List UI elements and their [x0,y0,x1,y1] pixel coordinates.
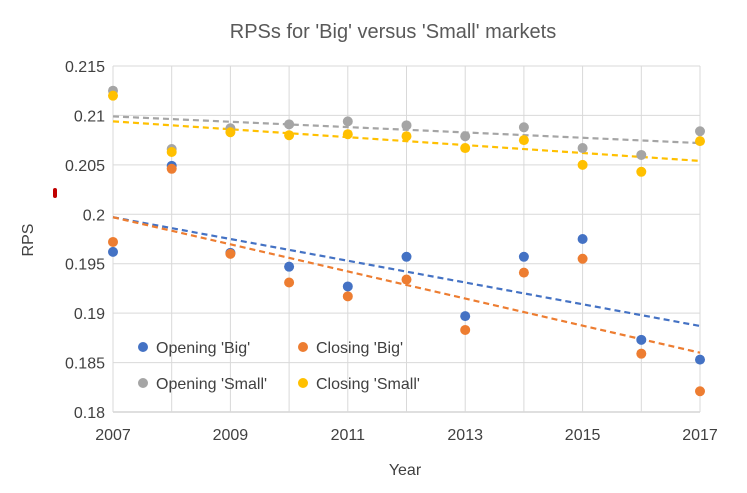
trendline [112,216,701,354]
data-point [460,324,471,335]
data-point [401,120,412,131]
x-axis-ticks: 2007 2009 2011 2013 2015 2017 [95,427,718,444]
x-tick-label: 2007 [95,427,131,444]
y-tick-label: 0.19 [74,306,105,323]
data-point [108,236,118,247]
data-point [636,166,647,177]
y-tick-label: 0.21 [74,108,105,125]
data-point [284,119,295,130]
legend-label: Opening 'Small' [156,376,267,393]
data-point [695,126,705,137]
data-point [695,354,705,365]
data-point [401,251,412,262]
legend-marker [298,342,308,352]
data-point [166,163,177,174]
data-point [342,291,353,302]
data-point [401,131,412,142]
legend-marker [298,378,308,388]
legend-label: Closing 'Small' [316,376,420,393]
y-tick-label: 0.215 [65,59,105,76]
data-point [284,130,295,141]
data-point [695,386,705,397]
legend-marker [138,378,148,388]
y-tick-label: 0.195 [65,257,105,274]
x-tick-label: 2017 [682,427,718,444]
data-point [166,147,177,158]
y-tick-label: 0.185 [65,356,105,373]
data-point [460,143,471,154]
data-point [695,136,705,147]
x-axis-label: Year [389,462,422,479]
x-tick-label: 2013 [447,427,483,444]
data-point [518,135,529,146]
data-point [342,129,353,140]
data-point [636,334,647,345]
legend-marker [138,342,148,352]
legend: Opening 'Big' Closing 'Big' Opening 'Small… [138,340,420,393]
data-point [460,311,471,322]
data-point [225,127,236,138]
data-point [342,116,353,127]
data-point [636,348,647,359]
data-point [401,274,412,285]
legend-label: Opening 'Big' [156,340,250,357]
data-point [225,248,236,259]
y-axis-label: RPS [20,224,37,257]
data-point [284,261,295,272]
data-point [342,281,353,292]
data-point [518,122,529,133]
x-tick-label: 2015 [565,427,601,444]
data-point [108,90,118,101]
y-tick-label: 0.205 [65,158,105,175]
data-point [577,143,588,154]
data-point [284,277,295,288]
y-axis-ticks: 0.215 0.21 0.205 0.2 0.195 0.19 0.185 0.18 [65,59,105,422]
data-point [518,251,529,262]
data-point [636,149,647,160]
data-point [518,267,529,278]
data-point [577,253,588,264]
red-mark [53,188,57,198]
data-point [460,131,471,142]
data-point [577,234,588,244]
data-points [108,85,705,397]
y-tick-label: 0.2 [83,207,105,224]
gridlines [112,65,701,413]
x-tick-label: 2009 [213,427,249,444]
y-tick-label: 0.18 [74,405,105,422]
data-point [577,159,588,170]
data-point [108,246,118,257]
chart-title: RPSs for 'Big' versus 'Small' markets [230,21,556,43]
legend-label: Closing 'Big' [316,340,403,357]
x-tick-label: 2011 [331,427,366,444]
